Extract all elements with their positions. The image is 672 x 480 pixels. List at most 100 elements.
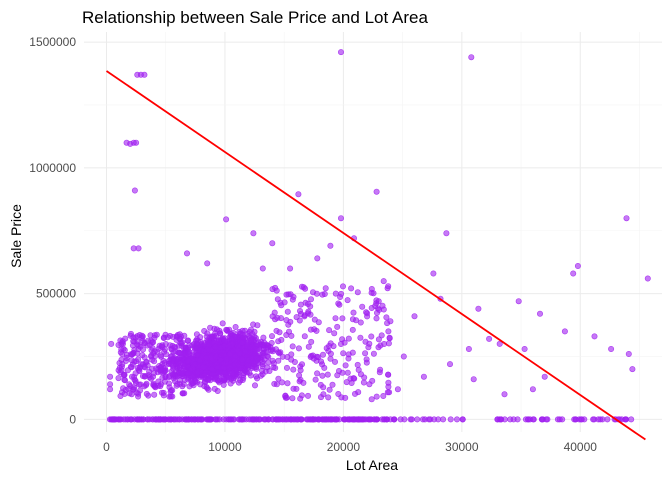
scatter-point [107, 381, 114, 388]
scatter-point [200, 363, 207, 370]
scatter-point [334, 372, 341, 379]
scatter-point [227, 380, 234, 387]
scatter-point [538, 416, 545, 423]
scatter-point [447, 416, 454, 423]
scatter-point [300, 379, 307, 386]
scatter-point [181, 332, 188, 339]
scatter-point [290, 366, 297, 373]
scatter-point [357, 319, 364, 326]
scatter-point [375, 336, 382, 343]
scatter-point [274, 314, 281, 321]
scatter-point [331, 330, 338, 337]
scatter-point [238, 330, 245, 337]
scatter-point [378, 332, 385, 339]
scatter-point [138, 361, 145, 368]
scatter-point [239, 356, 246, 363]
scatter-point [308, 338, 315, 345]
scatter-point [359, 303, 366, 310]
scatter-point [155, 416, 162, 423]
scatter-point [351, 390, 358, 397]
scatter-point [131, 384, 138, 391]
scatter-point [319, 291, 326, 298]
scatter-point [111, 416, 118, 423]
scatter-point [307, 311, 314, 318]
scatter-point [144, 362, 151, 369]
scatter-point [255, 416, 262, 423]
scatter-point [275, 349, 282, 356]
scatter-point [465, 345, 472, 352]
scatter-point [470, 376, 477, 383]
scatter-point [196, 357, 203, 364]
scatter-point [214, 364, 221, 371]
scatter-point [179, 390, 186, 397]
scatter-point [186, 416, 193, 423]
scatter-point [608, 345, 615, 352]
scatter-point [312, 376, 319, 383]
scatter-point [385, 328, 392, 335]
scatter-point [155, 378, 162, 385]
scatter-point [165, 358, 172, 365]
scatter-point [117, 392, 124, 399]
scatter-point [262, 416, 269, 423]
scatter-point [348, 285, 355, 292]
scatter-point [231, 361, 238, 368]
scatter-point [150, 350, 157, 357]
scatter-point [581, 416, 588, 423]
scatter-point [243, 416, 250, 423]
scatter-point [155, 345, 162, 352]
scatter-point [368, 289, 375, 296]
scatter-point [207, 324, 214, 331]
scatter-point [355, 366, 362, 373]
scatter-point [283, 364, 290, 371]
scatter-point [314, 370, 321, 377]
scatter-point [319, 372, 326, 379]
scatter-point [342, 362, 349, 369]
y-tick-label: 1000000 [29, 161, 76, 175]
scatter-point [149, 356, 156, 363]
scatter-point [330, 343, 337, 350]
scatter-point [335, 300, 342, 307]
scatter-point [145, 372, 152, 379]
scatter-point [343, 379, 350, 386]
points-layer [106, 49, 651, 423]
scatter-point [281, 299, 288, 306]
scatter-point [475, 305, 482, 312]
x-tick-label: 0 [103, 440, 110, 454]
x-tick-label: 20000 [327, 440, 361, 454]
scatter-point [271, 380, 278, 387]
scatter-point [141, 71, 148, 78]
scatter-point [419, 416, 426, 423]
scatter-point [344, 369, 351, 376]
scatter-point [212, 375, 219, 382]
scatter-point [374, 305, 381, 312]
scatter-point [276, 329, 283, 336]
scatter-point [225, 343, 232, 350]
scatter-point [287, 291, 294, 298]
scatter-point [319, 361, 326, 368]
scatter-point [242, 348, 249, 355]
scatter-point [338, 290, 345, 297]
scatter-point [204, 385, 211, 392]
scatter-point [385, 340, 392, 347]
scatter-point [219, 320, 226, 327]
scatter-point [366, 416, 373, 423]
scatter-point [366, 381, 373, 388]
scatter-point [325, 394, 332, 401]
scatter-point [185, 376, 192, 383]
scatter-point [383, 314, 390, 321]
scatter-point [386, 334, 393, 341]
scatter-point [107, 386, 114, 393]
scatter-point [514, 416, 521, 423]
scatter-point [179, 339, 186, 346]
scatter-point [169, 362, 176, 369]
scatter-point [181, 363, 188, 370]
scatter-point [120, 340, 127, 347]
scatter-point [118, 346, 125, 353]
scatter-point [184, 370, 191, 377]
scatter-point [131, 376, 138, 383]
scatter-point [288, 416, 295, 423]
y-axis-title: Sale Price [8, 204, 24, 268]
scatter-point [213, 332, 220, 339]
scatter-point [185, 348, 192, 355]
scatter-point [228, 330, 235, 337]
